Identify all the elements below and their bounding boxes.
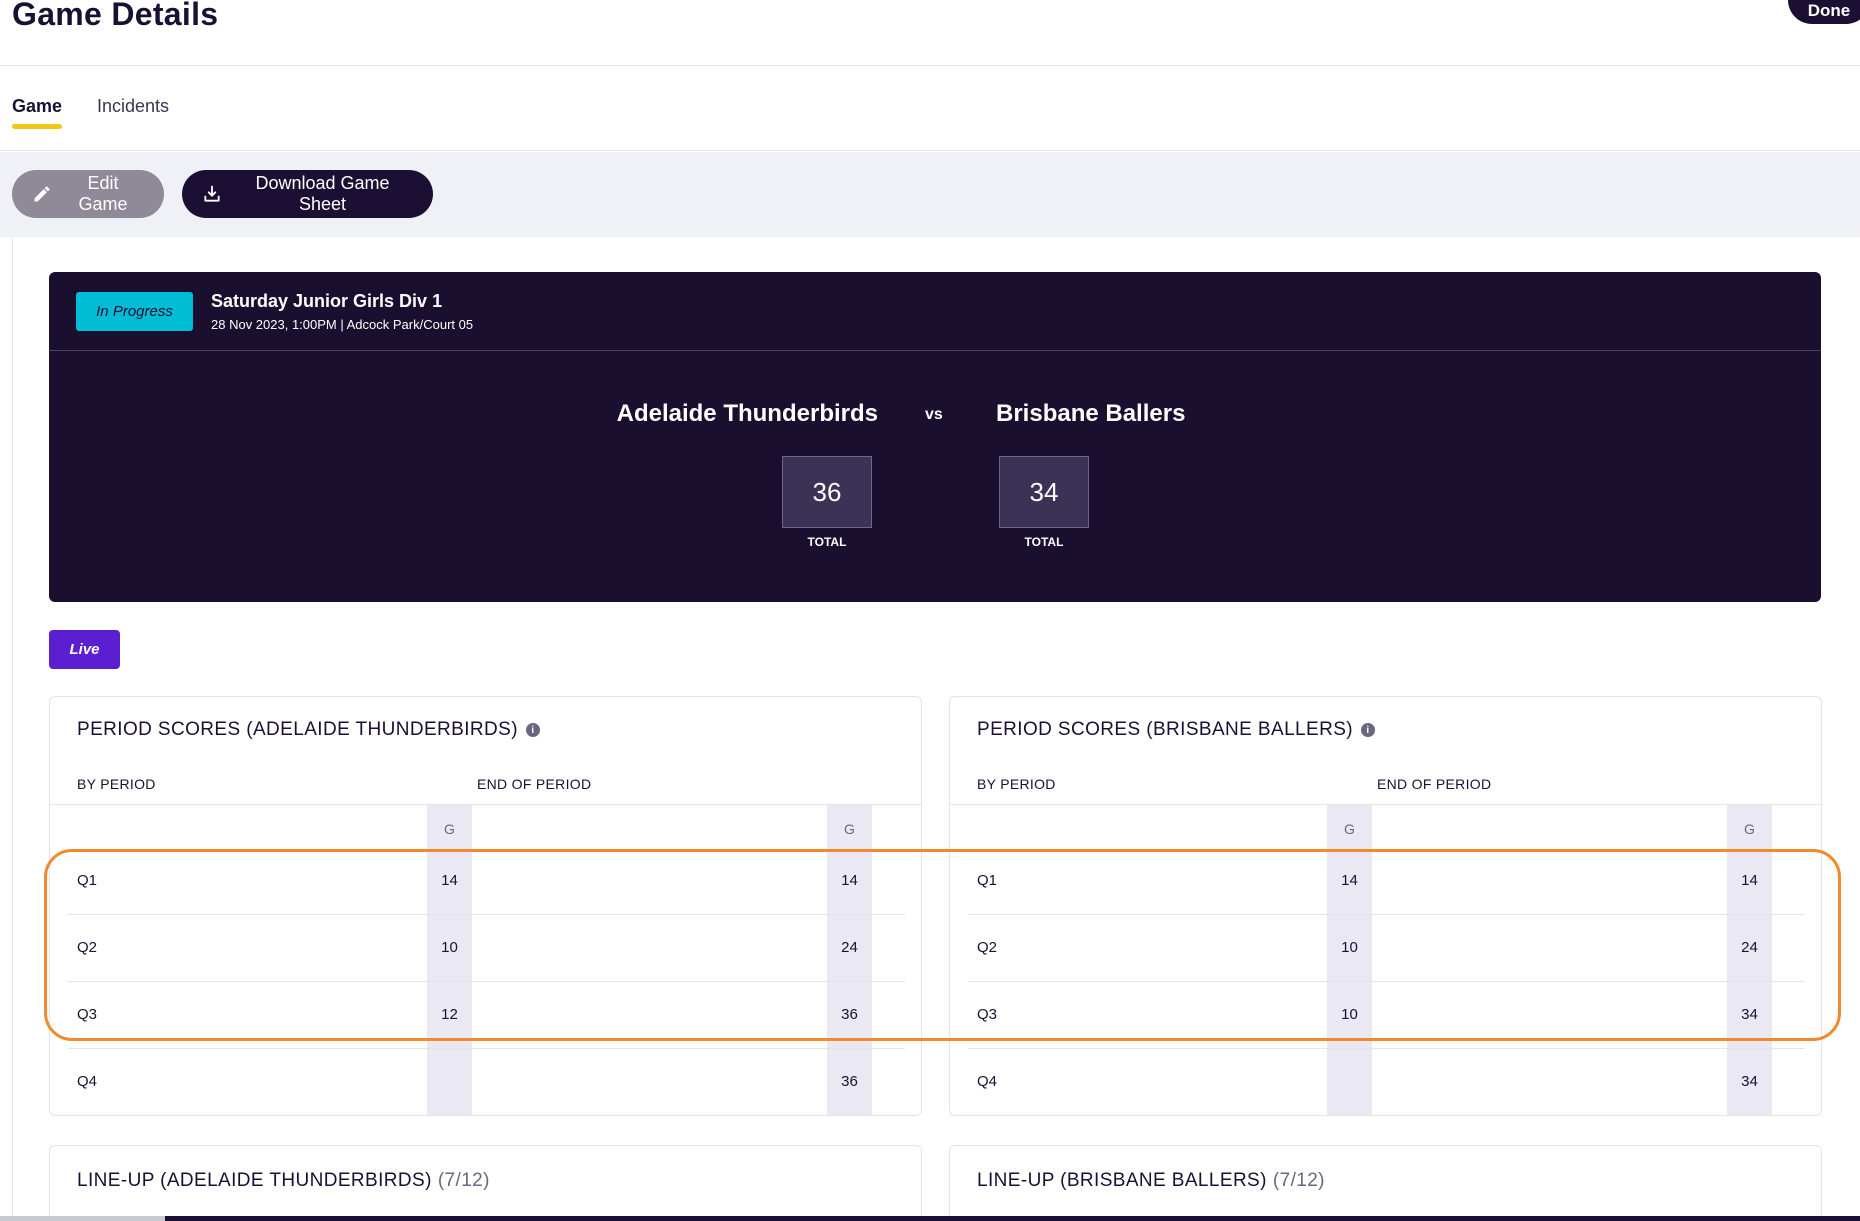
lineup-away-title-text: LINE-UP (BRISBANE BALLERS) (977, 1170, 1267, 1191)
status-badge: In Progress (76, 292, 193, 331)
period-label: Q2 (77, 939, 98, 956)
end-of-period-goals: 14 (1741, 872, 1758, 889)
period-goals: 10 (441, 939, 458, 956)
period-label: Q1 (77, 872, 98, 889)
table-row: Q4 34 (968, 1049, 1805, 1115)
divider (950, 804, 1821, 805)
tab-bar: Game Incidents (0, 66, 1860, 151)
home-team-name: Adelaide Thunderbirds (616, 400, 878, 427)
lineup-home-panel: LINE-UP (ADELAIDE THUNDERBIRDS) (7/12) (49, 1145, 922, 1221)
table-row: Q4 36 (68, 1049, 905, 1115)
table-row: Q1 14 14 (968, 848, 1805, 915)
live-badge[interactable]: Live (49, 630, 120, 669)
goals-column-by-period (427, 805, 472, 1115)
download-icon (204, 185, 220, 202)
end-of-period-label: END OF PERIOD (1377, 776, 1492, 792)
away-total-label: TOTAL (1024, 535, 1064, 549)
period-goals: 14 (441, 872, 458, 889)
period-scores-home-title-text: PERIOD SCORES (ADELAIDE THUNDERBIRDS) (77, 719, 518, 740)
lineup-home-count: (7/12) (437, 1170, 490, 1191)
period-goals: 12 (441, 1006, 458, 1023)
divider (50, 804, 921, 805)
row-divider (968, 1048, 1805, 1049)
table-row: Q2 10 24 (968, 915, 1805, 982)
lineup-away-panel: LINE-UP (BRISBANE BALLERS) (7/12) (949, 1145, 1822, 1221)
end-of-period-goals: 14 (841, 872, 858, 889)
end-of-period-goals: 36 (841, 1006, 858, 1023)
period-scores-away-title-text: PERIOD SCORES (BRISBANE BALLERS) (977, 719, 1354, 740)
pencil-icon (34, 186, 50, 202)
info-icon[interactable]: i (525, 723, 540, 737)
by-period-label: BY PERIOD (77, 776, 156, 792)
table-row: Q3 12 36 (68, 982, 905, 1049)
page-title: Game Details (12, 0, 219, 32)
download-game-sheet-label: Download Game Sheet (255, 173, 390, 214)
game-summary-card: In Progress Saturday Junior Girls Div 1 … (49, 272, 1821, 602)
home-total-label: TOTAL (807, 535, 847, 549)
away-team-name: Brisbane Ballers (996, 400, 1186, 427)
goals-column-by-period (1327, 805, 1372, 1115)
by-period-label: BY PERIOD (977, 776, 1056, 792)
info-icon[interactable]: i (1361, 723, 1376, 737)
tab-game[interactable]: Game (12, 96, 63, 129)
end-of-period-goals: 34 (1741, 1006, 1758, 1023)
period-goals: 10 (1341, 1006, 1358, 1023)
period-scores-away-panel: PERIOD SCORES (BRISBANE BALLERS) i BY PE… (949, 696, 1822, 1116)
row-divider (68, 1048, 905, 1049)
end-of-period-goals: 24 (841, 939, 858, 956)
period-goals: 10 (1341, 939, 1358, 956)
end-of-period-goals: 34 (1741, 1073, 1758, 1090)
goals-header: G (1744, 821, 1755, 837)
game-meta: 28 Nov 2023, 1:00PM | Adcock Park/Court … (211, 317, 474, 332)
edit-game-button[interactable]: Edit Game (12, 170, 164, 218)
period-label: Q4 (977, 1073, 998, 1090)
period-goals: 14 (1341, 872, 1358, 889)
main-content: In Progress Saturday Junior Girls Div 1 … (12, 237, 1860, 1221)
end-of-period-goals: 36 (841, 1073, 858, 1090)
end-of-period-label: END OF PERIOD (477, 776, 592, 792)
done-button[interactable]: Done (1788, 0, 1860, 24)
lineup-away-title: LINE-UP (BRISBANE BALLERS) (7/12) (977, 1170, 1325, 1192)
table-row: Q1 14 14 (68, 848, 905, 915)
away-total-score: 34 (999, 456, 1089, 528)
page-header: Game Details Done (0, 0, 1860, 66)
lineup-away-count: (7/12) (1272, 1170, 1325, 1191)
game-card-header: In Progress Saturday Junior Girls Div 1 … (49, 272, 1821, 351)
end-of-period-goals: 24 (1741, 939, 1758, 956)
action-bar: Edit Game Download Game Sheet (0, 152, 1860, 237)
download-game-sheet-button[interactable]: Download Game Sheet (182, 170, 433, 218)
edit-game-label: Edit Game (78, 173, 128, 214)
horizontal-scrollbar[interactable] (0, 1216, 1860, 1221)
table-row: Q3 10 34 (968, 982, 1805, 1049)
goals-column-end-of-period (1727, 805, 1772, 1115)
goals-header: G (1344, 821, 1355, 837)
period-scores-home-panel: PERIOD SCORES (ADELAIDE THUNDERBIRDS) i … (49, 696, 922, 1116)
lineup-home-title: LINE-UP (ADELAIDE THUNDERBIRDS) (7/12) (77, 1170, 490, 1192)
vs-label: vs (925, 406, 943, 423)
row-divider (968, 914, 1805, 915)
tab-incidents[interactable]: Incidents (97, 96, 170, 116)
home-total-score: 36 (782, 456, 872, 528)
period-label: Q2 (977, 939, 998, 956)
row-divider (68, 981, 905, 982)
period-label: Q3 (77, 1006, 98, 1023)
period-label: Q1 (977, 872, 998, 889)
goals-header: G (444, 821, 455, 837)
period-scores-home-title: PERIOD SCORES (ADELAIDE THUNDERBIRDS) i (77, 719, 540, 741)
table-row: Q2 10 24 (68, 915, 905, 982)
period-label: Q3 (977, 1006, 998, 1023)
row-divider (68, 914, 905, 915)
goals-header: G (844, 821, 855, 837)
goals-column-end-of-period (827, 805, 872, 1115)
period-label: Q4 (77, 1073, 98, 1090)
period-scores-away-title: PERIOD SCORES (BRISBANE BALLERS) i (977, 719, 1376, 741)
competition-name: Saturday Junior Girls Div 1 (211, 291, 443, 311)
row-divider (968, 981, 1805, 982)
lineup-home-title-text: LINE-UP (ADELAIDE THUNDERBIRDS) (77, 1170, 432, 1191)
